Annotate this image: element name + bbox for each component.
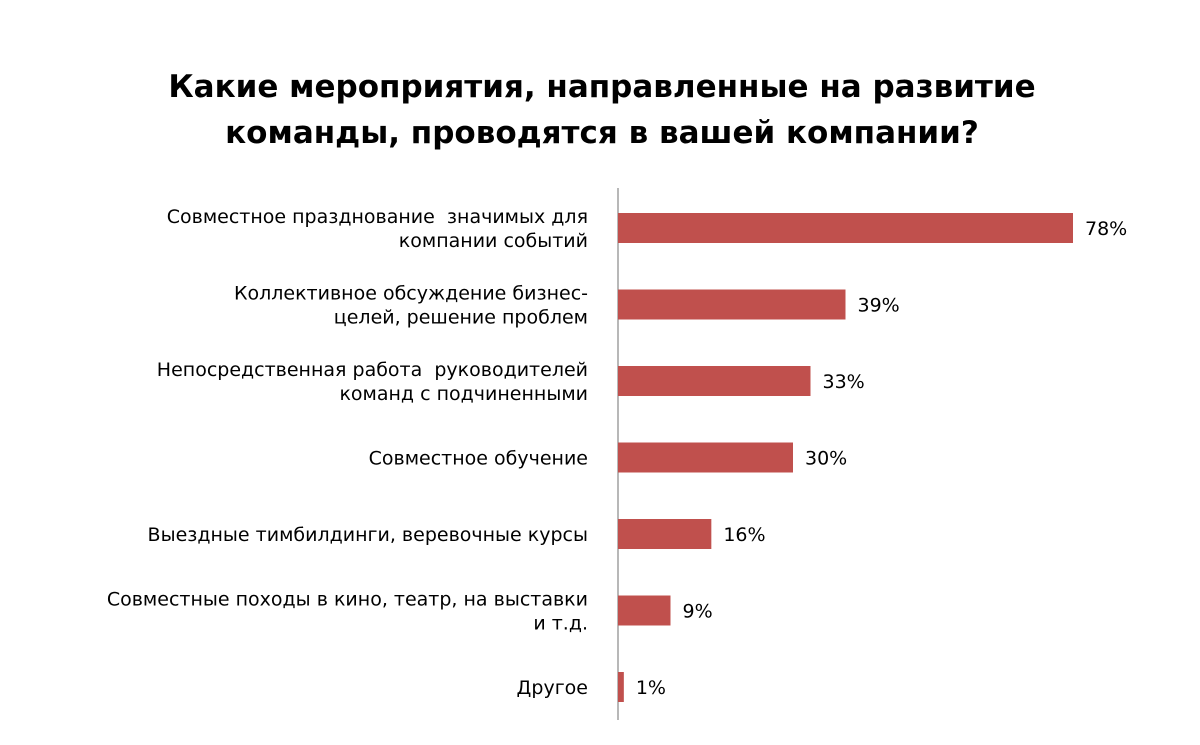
value-label: 33% — [823, 371, 865, 393]
value-label: 1% — [636, 677, 666, 699]
category-label: Другое — [517, 677, 588, 699]
bar — [618, 289, 846, 320]
category-label: Выездные тимбилдинги, веревочные курсы — [148, 524, 588, 546]
value-label: 39% — [858, 295, 900, 317]
bar — [618, 595, 671, 626]
chart-title-line-1: Какие мероприятия, направленные на разви… — [168, 69, 1035, 105]
value-label: 9% — [683, 601, 713, 623]
category-label: Совместное празднование значимых для — [167, 206, 588, 228]
category-label: и т.д. — [533, 613, 588, 635]
chart-title-line-2: команды, проводятся в вашей компании? — [225, 115, 979, 151]
category-label: Совместное обучение — [369, 448, 588, 470]
bar — [618, 213, 1073, 243]
bar — [618, 442, 793, 473]
category-label: Совместные походы в кино, театр, на выст… — [107, 589, 588, 611]
value-label: 30% — [805, 448, 847, 470]
bars-group: 78%Совместное празднование значимых дляк… — [107, 206, 1127, 702]
bar — [618, 366, 811, 396]
bar — [618, 519, 712, 549]
value-label: 78% — [1085, 218, 1127, 240]
category-label: Коллективное обсуждение бизнес- — [234, 283, 588, 305]
bar — [618, 672, 624, 702]
category-label: Непосредственная работа руководителей — [157, 359, 588, 381]
category-label: целей, решение проблем — [334, 307, 588, 329]
value-label: 16% — [723, 524, 765, 546]
category-label: команд с подчиненными — [339, 383, 588, 405]
category-label: компании событий — [399, 230, 588, 252]
